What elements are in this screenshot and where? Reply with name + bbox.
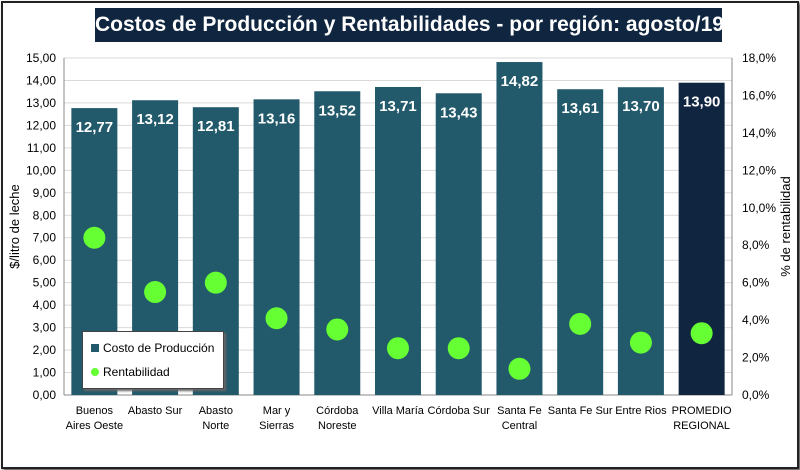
bar [314,91,361,395]
bar-value-label: 13,52 [318,102,356,119]
y2-tick-label: 18,0% [742,51,776,65]
rentabilidad-dot [690,322,713,345]
y-tick-label: 0,00 [33,388,57,402]
y-tick-label: 8,00 [33,208,57,222]
y-tick-label: 7,00 [33,231,57,245]
y-tick-label: 10,00 [26,163,56,177]
y2-tick-label: 16,0% [742,88,776,102]
bar [557,89,604,395]
rentabilidad-dot [387,337,409,360]
x-tick-label: Abasto Sur [128,405,183,417]
y-tick-label: 5,00 [33,276,57,290]
rentabilidad-dot [508,357,531,380]
rentabilidad-dot [447,337,470,360]
y-axis-title: $/litro de leche [7,184,22,269]
y-tick-label: 2,00 [33,343,57,357]
bar-value-label: 13,12 [136,111,174,128]
legend-item-costo: Costo de Producción [91,341,214,355]
x-tick-label: Sierras [259,420,294,432]
bar-value-label: 14,82 [501,73,539,90]
y2-tick-label: 10,0% [742,201,776,215]
bar [253,99,300,395]
bar-value-label: 13,90 [683,94,721,111]
y2-tick-label: 8,0% [742,238,770,252]
y2-tick-label: 4,0% [742,313,770,327]
y2-tick-label: 6,0% [742,276,770,290]
y-tick-label: 9,00 [33,186,57,200]
rentabilidad-dot [326,318,349,341]
x-tick-label: Santa Fe [497,405,542,417]
bar-value-label: 13,70 [622,98,660,115]
bar-value-label: 13,43 [440,104,478,121]
x-tick-label: Noreste [318,420,357,432]
rentabilidad-dot [144,281,167,304]
x-tick-label: Villa María [372,405,425,417]
x-tick-label: Entre Rios [615,405,667,417]
x-tick-label: Mar y [263,405,291,417]
bar [678,82,725,396]
x-tick-label: Córdoba Sur [428,405,491,417]
x-tick-label: Central [502,420,537,432]
y-tick-label: 13,00 [26,96,56,110]
x-tick-label: Abasto [199,405,233,417]
rentabilidad-dot [204,271,227,294]
chart-title: Costos de Producción y Rentabilidades - … [95,8,724,42]
y-tick-label: 11,00 [27,141,56,155]
legend-label: Rentabilidad [103,365,170,379]
y2-tick-label: 0,0% [742,388,770,402]
legend-swatch-dot [91,368,99,376]
y2-tick-label: 12,0% [742,163,776,177]
y-tick-label: 15,00 [26,51,56,65]
bar-value-label: 13,71 [379,98,417,115]
legend-swatch-bar [91,344,99,352]
legend-item-rentabilidad: Rentabilidad [91,365,170,379]
x-tick-label: REGIONAL [673,420,730,432]
rentabilidad-dot [569,312,592,335]
bar-value-label: 13,16 [258,110,296,127]
bar-value-label: 12,81 [197,118,235,135]
y-tick-label: 14,00 [26,73,56,87]
x-tick-label: Norte [202,420,229,432]
y-tick-label: 6,00 [33,253,57,267]
x-tick-label: PROMEDIO [672,405,732,417]
legend-label: Costo de Producción [103,341,215,355]
y2-tick-label: 14,0% [742,126,776,140]
x-tick-label: Córdoba [316,405,359,417]
y-tick-label: 1,00 [33,366,57,380]
rentabilidad-dot [629,331,652,354]
bar-value-label: 12,77 [76,119,114,136]
legend: Costo de Producción Rentabilidad [82,331,224,389]
bar [496,62,543,395]
y-tick-label: 12,00 [26,118,56,132]
y2-axis-title: % de rentabilidad [778,176,793,276]
y-tick-label: 3,00 [33,321,57,335]
rentabilidad-dot [83,226,106,249]
y2-tick-label: 2,0% [742,351,770,365]
bar-value-label: 13,61 [561,100,599,117]
x-tick-label: Santa Fe Sur [548,405,613,417]
rentabilidad-dot [265,307,288,330]
y-tick-label: 4,00 [33,298,57,312]
x-tick-label: Buenos [76,405,114,417]
x-tick-label: Aires Oeste [66,420,123,432]
